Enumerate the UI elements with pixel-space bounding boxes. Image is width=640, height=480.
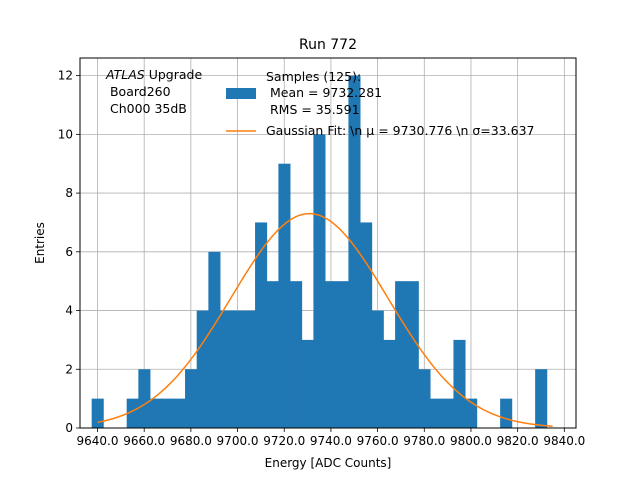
histogram-bar [185, 369, 198, 428]
atlas-word: ATLAS [105, 67, 145, 82]
legend: Samples (125): Mean = 9732.281 RMS = 35.… [226, 69, 535, 138]
legend-fit-label: Gaussian Fit: \n μ = 9730.776 \n σ=33.63… [266, 123, 535, 138]
x-tick-label: 9720.0 [263, 434, 305, 448]
x-tick-label: 9800.0 [450, 434, 492, 448]
x-tick-label: 9740.0 [310, 434, 352, 448]
histogram-bar [418, 369, 431, 428]
histogram-bar [161, 398, 174, 428]
histogram-bar [173, 398, 186, 428]
histogram-bar [278, 163, 291, 428]
legend-samples-rms: RMS = 35.591 [266, 102, 360, 117]
histogram-bars [91, 75, 548, 428]
gaussian-fit-curve [97, 212, 553, 427]
gaussian-fit [97, 212, 553, 427]
histogram-bar [325, 281, 338, 428]
histogram-bar [255, 222, 268, 428]
histogram-bar [360, 222, 373, 428]
x-tick-label: 9820.0 [497, 434, 539, 448]
y-tick-label: 0 [65, 421, 73, 435]
histogram-bar [266, 281, 279, 428]
y-tick-label: 10 [58, 127, 73, 141]
histogram-bar [441, 398, 454, 428]
atlas-label: ATLAS Upgrade [105, 67, 202, 82]
histogram-bar [138, 369, 151, 428]
histogram-bar [535, 369, 548, 428]
histogram-bar [290, 281, 303, 428]
histogram-bar [231, 310, 244, 428]
x-tick-label: 9660.0 [123, 434, 165, 448]
legend-samples-mean: Mean = 9732.281 [266, 85, 382, 100]
chart-title: Run 772 [299, 37, 357, 53]
legend-samples-title: Samples (125): [266, 69, 361, 84]
histogram-bar [301, 339, 314, 428]
histogram-bar [208, 251, 221, 428]
histogram-bar [91, 398, 104, 428]
y-tick-label: 6 [65, 245, 73, 259]
x-tick-label: 9700.0 [217, 434, 259, 448]
channel-label: Ch000 35dB [106, 101, 187, 116]
histogram-bar [196, 310, 209, 428]
histogram-bar [500, 398, 513, 428]
histogram-bar [243, 310, 256, 428]
histogram-bar [313, 134, 326, 428]
plot-frame [79, 57, 577, 429]
histogram-bar [220, 310, 233, 428]
x-tick-label: 9760.0 [357, 434, 399, 448]
x-tick-label: 9680.0 [170, 434, 212, 448]
histogram-bar [150, 398, 163, 428]
y-axis-label: Entries [33, 222, 47, 264]
legend-samples-swatch [226, 88, 256, 99]
atlas-annotation: ATLAS Upgrade Board260 Ch000 35dB [105, 67, 202, 116]
histogram-bar [126, 398, 139, 428]
histogram-bar [336, 281, 349, 428]
histogram-bar [395, 281, 408, 428]
histogram-bar [430, 398, 443, 428]
histogram-bar [348, 75, 361, 428]
x-tick-label: 9840.0 [543, 434, 585, 448]
x-tick-label: 9780.0 [403, 434, 445, 448]
x-axis-ticks: 9640.0 9660.0 9680.0 9700.0 9720.0 9740.0 9760… [77, 428, 585, 448]
y-tick-label: 4 [65, 304, 73, 318]
histogram-bar [453, 339, 466, 428]
histogram-bar [383, 339, 396, 428]
x-tick-label: 9640.0 [77, 434, 119, 448]
histogram-bar [406, 281, 419, 428]
histogram-bar [465, 398, 478, 428]
y-tick-label: 2 [65, 362, 73, 376]
y-tick-label: 12 [58, 69, 73, 83]
upgrade-word: Upgrade [145, 67, 203, 82]
board-label: Board260 [106, 84, 171, 99]
histogram-bar [371, 310, 384, 428]
x-axis-label: Energy [ADC Counts] [265, 456, 392, 470]
y-axis-ticks: 0 2 4 6 8 10 12 [58, 69, 80, 435]
y-tick-label: 8 [65, 186, 73, 200]
